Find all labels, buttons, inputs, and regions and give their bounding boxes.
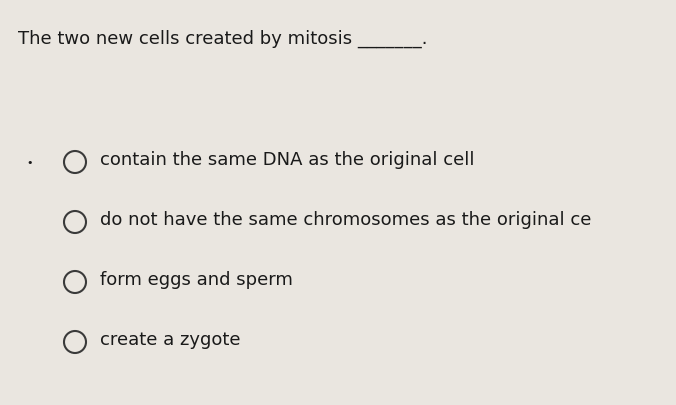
Text: The two new cells created by mitosis _______.: The two new cells created by mitosis ___… — [18, 30, 427, 48]
Text: create a zygote: create a zygote — [100, 330, 241, 348]
Text: contain the same DNA as the original cell: contain the same DNA as the original cel… — [100, 151, 475, 168]
Text: do not have the same chromosomes as the original ce: do not have the same chromosomes as the … — [100, 211, 592, 228]
Text: form eggs and sperm: form eggs and sperm — [100, 270, 293, 288]
Text: •: • — [27, 158, 33, 168]
